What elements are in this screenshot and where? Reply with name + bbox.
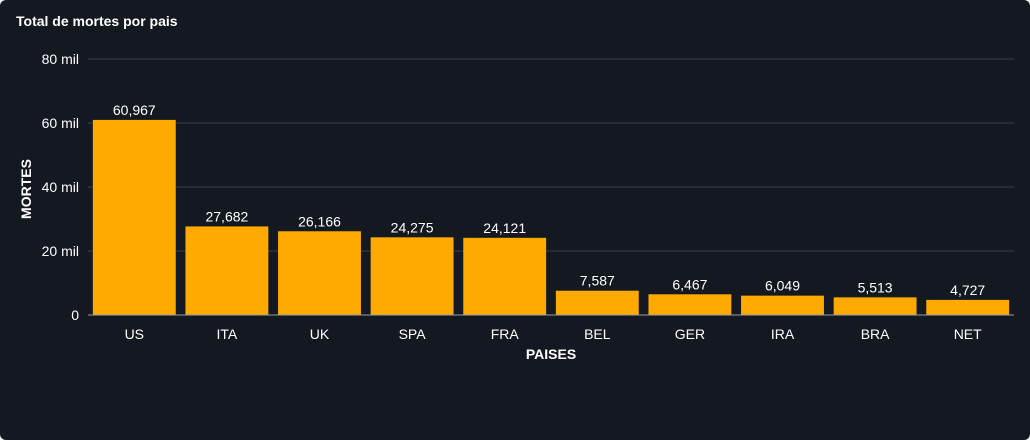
data-label-spa: 24,275 [391, 219, 434, 235]
x-tick-label: NET [954, 326, 982, 342]
y-tick-label: 0 [71, 307, 79, 323]
y-axis-ticks: 0 20 mil 40 mil 60 mil 80 mil [42, 51, 80, 323]
bar-net [926, 299, 1010, 315]
data-label-uk: 26,166 [298, 213, 341, 229]
data-label-us: 60,967 [113, 102, 156, 118]
x-tick-label: UK [310, 326, 330, 342]
bar-us [92, 119, 176, 315]
x-tick-label: FRA [491, 326, 520, 342]
bar-bra [833, 297, 917, 315]
x-tick-label: ITA [217, 326, 238, 342]
data-labels: 60,967 27,682 26,166 24,275 24,121 7,587 6,467… [113, 102, 986, 298]
x-tick-label: IRA [771, 326, 795, 342]
y-axis-title: MORTES [18, 159, 34, 219]
x-tick-label: BRA [861, 326, 890, 342]
bar-spa [370, 237, 454, 315]
y-tick-label: 20 mil [42, 243, 79, 259]
data-label-ira: 6,049 [765, 278, 800, 294]
data-label-ger: 6,467 [672, 276, 707, 292]
x-tick-label: US [125, 326, 144, 342]
data-label-bra: 5,513 [858, 279, 893, 295]
bar-bel [555, 290, 639, 315]
x-tick-label: GER [675, 326, 705, 342]
bar-ita [185, 226, 269, 315]
bar-ira [741, 295, 824, 315]
x-tick-label: SPA [399, 326, 427, 342]
x-axis-title: PAISES [526, 346, 576, 362]
bars [92, 119, 1010, 315]
data-label-ita: 27,682 [205, 208, 248, 224]
bar-ger [648, 294, 732, 315]
x-tick-label: BEL [584, 326, 611, 342]
data-label-net: 4,727 [950, 282, 985, 298]
bar-uk [278, 231, 361, 315]
bar-fra [463, 237, 547, 315]
panel-title: Total de mortes por pais [16, 13, 178, 29]
x-axis-ticks: US ITA UK SPA FRA BEL GER IRA BRA NET [125, 326, 983, 342]
y-tick-label: 80 mil [42, 51, 79, 67]
y-tick-label: 60 mil [42, 115, 79, 131]
y-tick-label: 40 mil [42, 179, 79, 195]
data-label-bel: 7,587 [580, 273, 615, 289]
data-label-fra: 24,121 [483, 220, 526, 236]
